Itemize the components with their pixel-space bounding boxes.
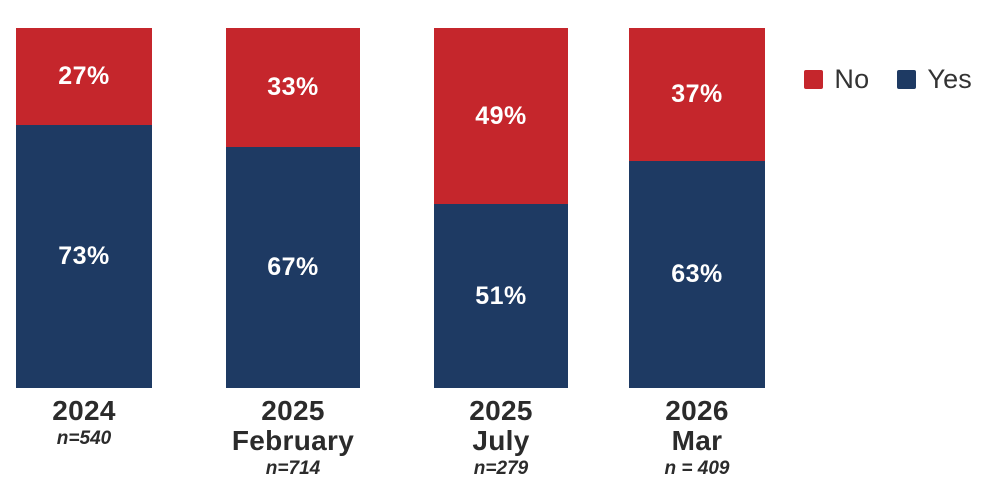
segment-value-label: 51%: [475, 281, 527, 310]
category-label-line: July: [472, 424, 530, 456]
segment-value-label: 33%: [267, 72, 319, 101]
category-label: 2026 Mar n = 409: [589, 396, 805, 480]
bar-2025-february: 33% 67%: [226, 28, 360, 388]
sample-size-label: n=279: [473, 457, 529, 479]
bar-2024: 27% 73%: [16, 28, 152, 388]
category-label: 2025 July n=279: [394, 396, 608, 480]
bar-segment-yes: 67%: [226, 146, 360, 388]
category-label-line: 2025: [261, 395, 325, 426]
sample-size-label: n = 409: [664, 457, 730, 479]
bar-2025-july: 49% 51%: [434, 28, 568, 388]
segment-value-label: 63%: [671, 260, 723, 289]
segment-value-label: 67%: [267, 252, 319, 281]
segment-value-label: 73%: [58, 242, 110, 271]
bar-segment-no: 37%: [629, 28, 765, 162]
category-label-line: Mar: [671, 424, 723, 456]
segment-value-label: 49%: [475, 101, 527, 130]
legend-label: No: [834, 64, 870, 94]
legend-label: Yes: [927, 64, 972, 94]
segment-value-label: 37%: [671, 80, 723, 109]
category-label: 2024 n=540: [0, 396, 192, 450]
legend-item-no: No: [804, 64, 869, 95]
legend: No Yes: [804, 64, 972, 95]
bar-segment-no: 27%: [16, 28, 152, 126]
bar-segment-no: 33%: [226, 28, 360, 147]
category-label: 2025 February n=714: [186, 396, 400, 480]
sample-size-label: n=540: [56, 427, 112, 449]
legend-item-yes: Yes: [897, 64, 972, 95]
bar-segment-yes: 73%: [16, 125, 152, 388]
segment-value-label: 27%: [58, 62, 110, 91]
legend-swatch-yes: [897, 70, 917, 89]
category-label-line: 2025: [469, 395, 533, 426]
bar-segment-no: 49%: [434, 28, 568, 205]
bar-segment-yes: 51%: [434, 204, 568, 388]
category-label-line: 2024: [52, 395, 116, 426]
legend-swatch-no: [804, 70, 824, 89]
category-label-line: February: [231, 424, 355, 456]
bar-2026-mar: 37% 63%: [629, 28, 765, 388]
bar-segment-yes: 63%: [629, 161, 765, 388]
category-label-line: 2026: [665, 395, 729, 426]
sample-size-label: n=714: [265, 457, 321, 479]
